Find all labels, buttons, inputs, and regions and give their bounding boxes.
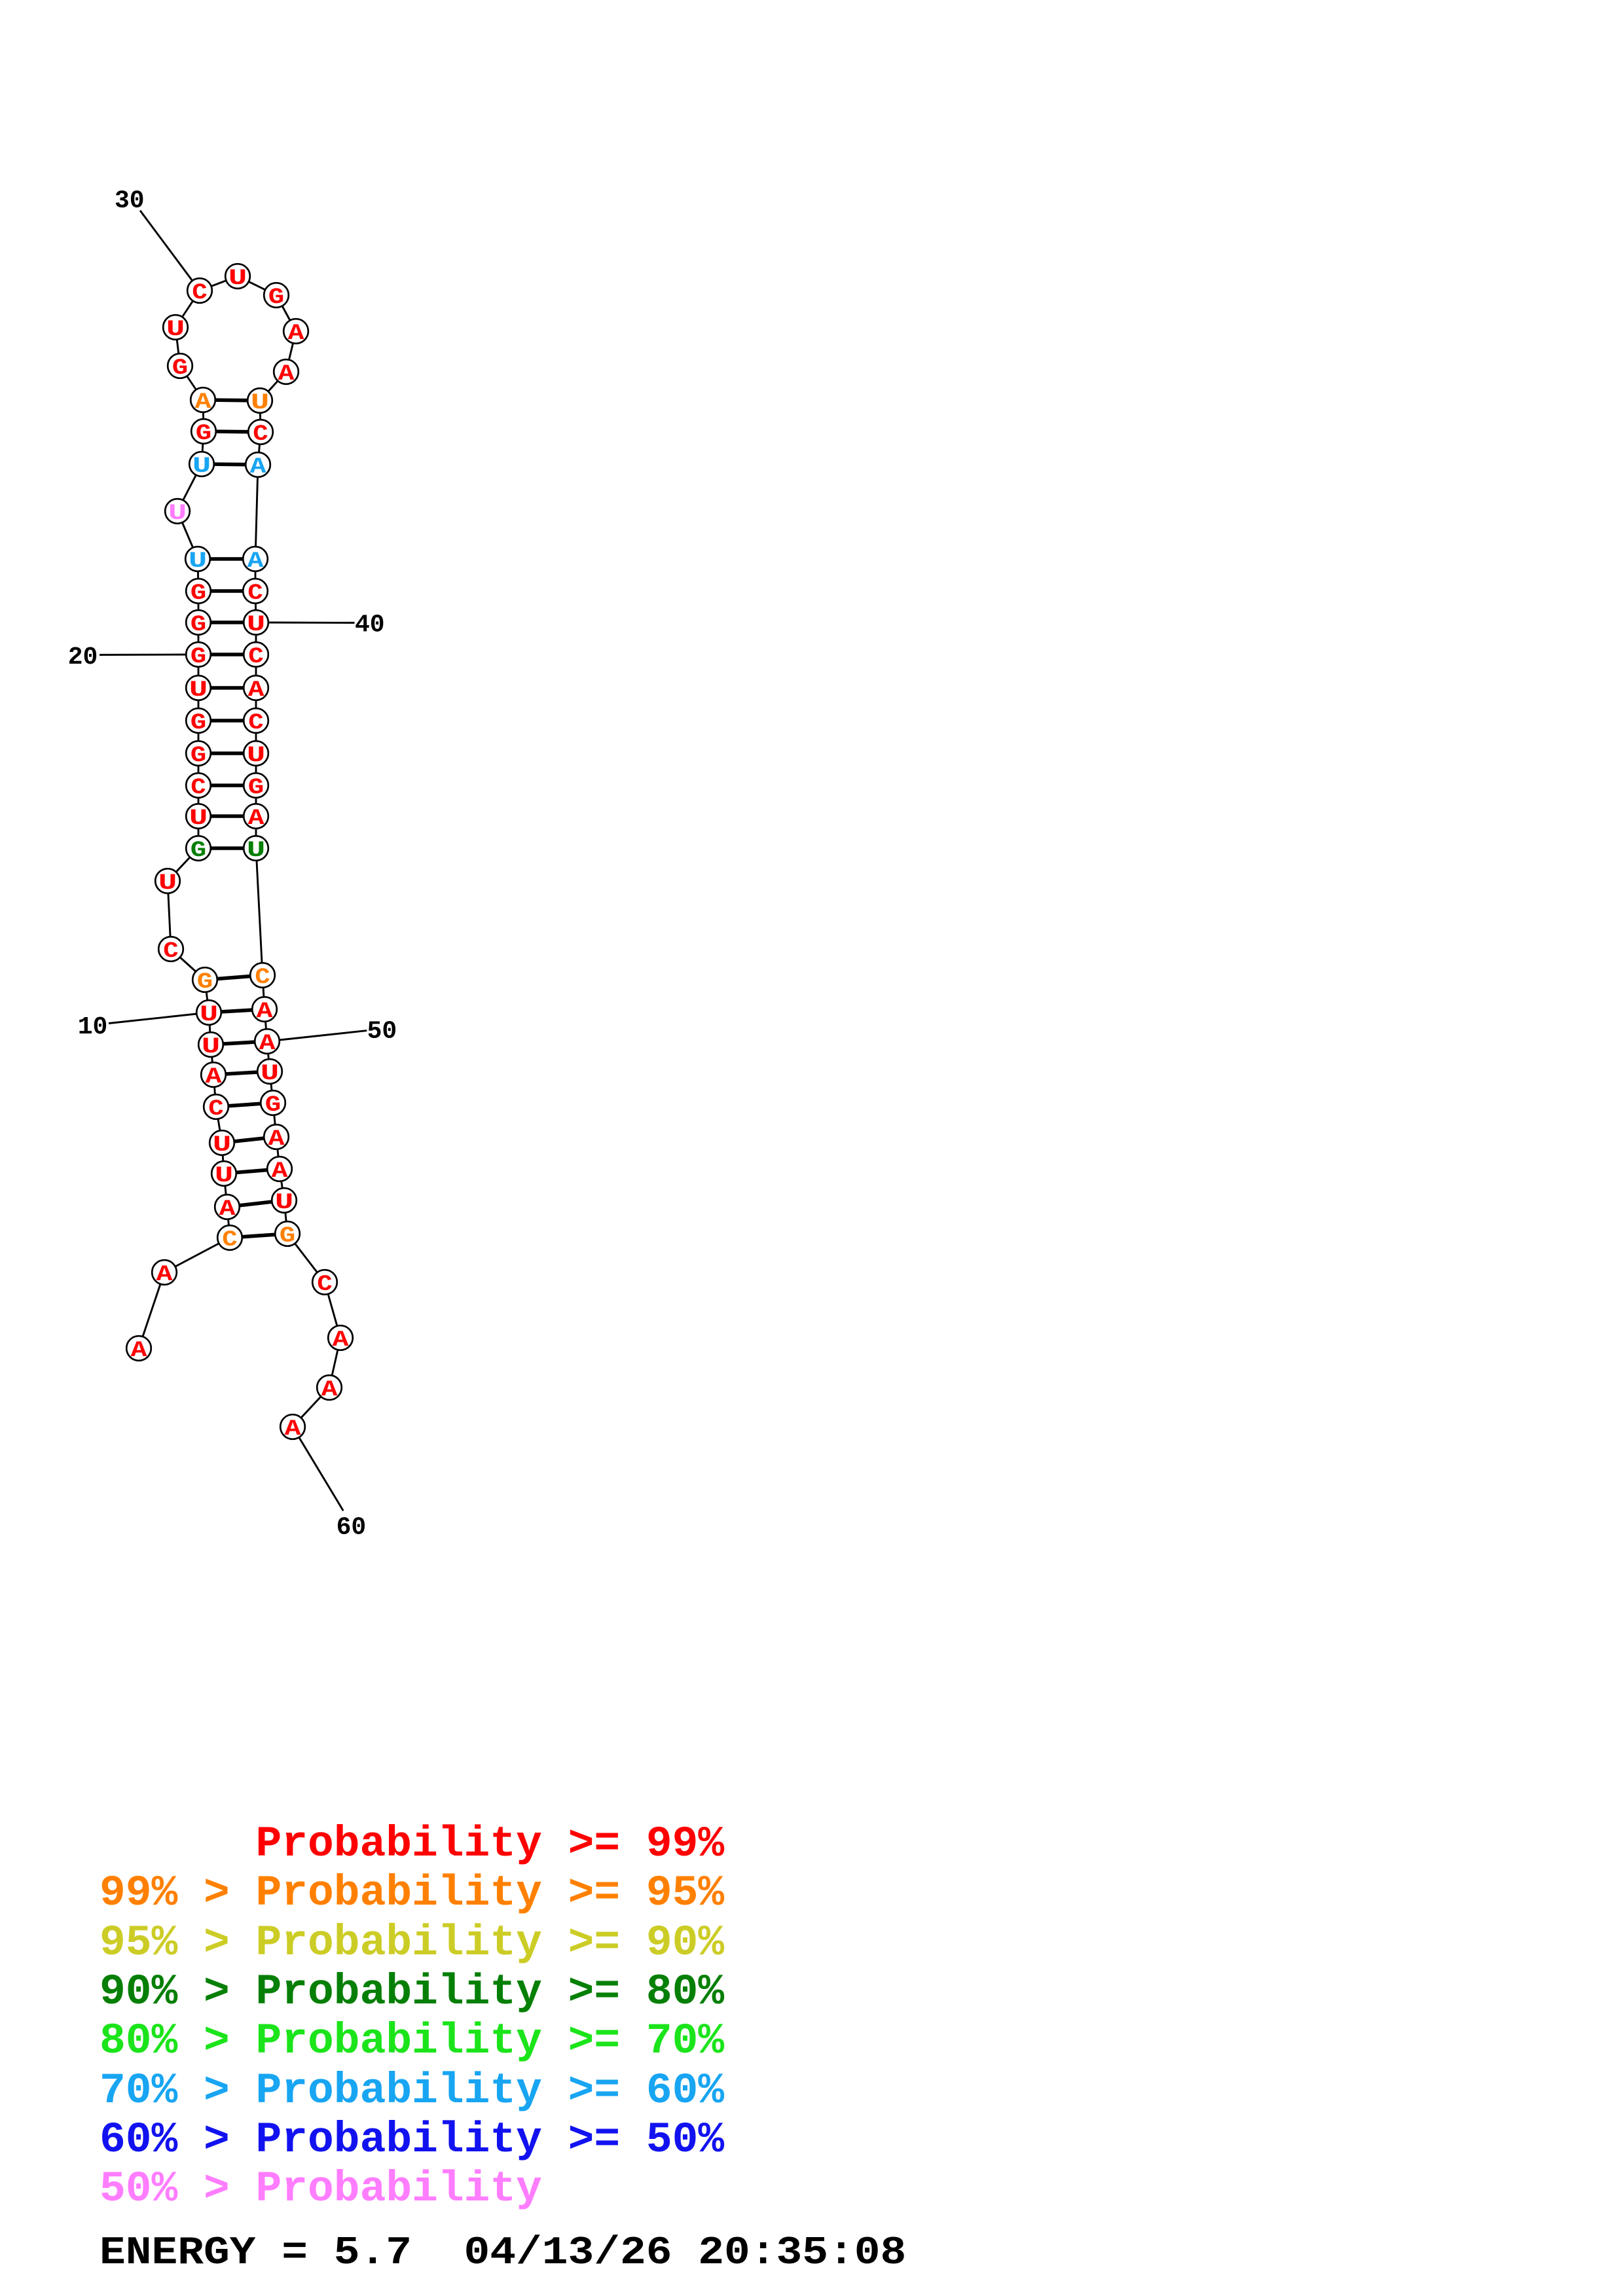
svg-text:90% > Probability >= 80%: 90% > Probability >= 80% (100, 1967, 724, 2017)
svg-text:A: A (272, 1158, 288, 1184)
svg-text:G: G (280, 1224, 295, 1249)
svg-text:A: A (248, 806, 264, 831)
svg-text:A: A (321, 1377, 338, 1403)
svg-text:A: A (333, 1327, 349, 1353)
svg-text:A: A (195, 389, 211, 415)
svg-text:G: G (191, 613, 206, 637)
svg-text:U: U (168, 501, 187, 526)
svg-text:99% > Probability >= 95%: 99% > Probability >= 95% (100, 1869, 724, 1918)
svg-text:U: U (192, 454, 211, 478)
svg-text:U: U (261, 1061, 279, 1086)
svg-text:U: U (275, 1190, 293, 1215)
svg-text:C: C (248, 710, 263, 736)
svg-text:A: A (257, 999, 273, 1024)
svg-text:A: A (268, 1126, 285, 1152)
svg-text:U: U (158, 870, 177, 895)
svg-text:C: C (255, 965, 270, 990)
svg-text:G: G (196, 422, 211, 446)
svg-text:A: A (288, 321, 304, 346)
svg-text:A: A (219, 1196, 236, 1222)
svg-text:40: 40 (355, 611, 385, 639)
svg-text:C: C (222, 1227, 237, 1253)
svg-text:20: 20 (68, 643, 98, 672)
svg-text:U: U (189, 548, 207, 573)
svg-text:A: A (247, 548, 264, 574)
svg-text:A: A (278, 361, 295, 387)
svg-text:U: U (247, 612, 265, 637)
svg-text:G: G (191, 581, 206, 606)
svg-text:U: U (247, 838, 265, 863)
svg-text:50% > Probability: 50% > Probability (100, 2164, 542, 2214)
svg-text:U: U (213, 1132, 231, 1157)
svg-text:U: U (247, 743, 265, 768)
svg-text:G: G (268, 285, 284, 310)
svg-text:A: A (156, 1262, 173, 1287)
svg-text:C: C (247, 581, 263, 606)
svg-text:C: C (253, 422, 268, 447)
svg-text:C: C (163, 939, 178, 964)
svg-text:A: A (285, 1416, 301, 1442)
svg-text:G: G (172, 356, 188, 381)
svg-text:U: U (202, 1034, 220, 1059)
svg-text:U: U (189, 677, 208, 702)
svg-text:G: G (197, 970, 213, 995)
svg-text:U: U (215, 1163, 233, 1188)
svg-text:95% > Probability >= 90%: 95% > Probability >= 90% (100, 1918, 724, 1967)
svg-text:U: U (228, 266, 247, 291)
svg-text:50: 50 (367, 1018, 397, 1046)
svg-text:60% > Probability >= 50%: 60% > Probability >= 50% (100, 2115, 724, 2164)
svg-text:70% > Probability >= 60%: 70% > Probability >= 60% (100, 2066, 724, 2115)
svg-text:C: C (192, 280, 207, 306)
svg-text:U: U (166, 317, 185, 342)
svg-text:C: C (317, 1272, 332, 1297)
svg-text:A: A (206, 1064, 222, 1090)
svg-text:G: G (248, 776, 264, 800)
svg-text:C: C (208, 1096, 223, 1122)
svg-text:U: U (200, 1002, 218, 1027)
svg-text:60: 60 (337, 1513, 367, 1541)
svg-text:U: U (251, 390, 269, 415)
svg-text:G: G (191, 838, 206, 863)
svg-text:Probability >= 99%: Probability >= 99% (256, 1820, 725, 1869)
svg-text:A: A (248, 677, 264, 703)
svg-text:G: G (191, 711, 206, 736)
svg-text:G: G (265, 1093, 281, 1118)
svg-text:C: C (191, 775, 206, 800)
svg-text:30: 30 (115, 187, 145, 215)
svg-text:G: G (191, 744, 206, 768)
svg-text:A: A (131, 1338, 147, 1363)
svg-text:U: U (189, 806, 208, 831)
svg-text:G: G (191, 645, 206, 670)
svg-text:A: A (259, 1031, 276, 1056)
svg-text:C: C (248, 644, 263, 670)
svg-text:80% > Probability >= 70%: 80% > Probability >= 70% (100, 2017, 724, 2066)
svg-text:ENERGY = 5.7 04/13/26 20:35:0: ENERGY = 5.7 04/13/26 20:35:08 (100, 2231, 906, 2276)
svg-text:A: A (250, 454, 266, 480)
svg-text:10: 10 (78, 1013, 108, 1041)
